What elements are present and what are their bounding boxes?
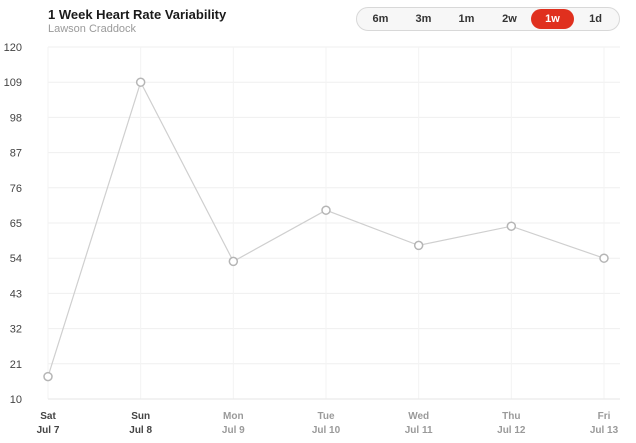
- x-tick-day: Mon: [223, 411, 244, 422]
- range-option-6m[interactable]: 6m: [372, 13, 389, 25]
- time-range-selector: 6m 3m 1m 2w 1w 1d: [356, 7, 620, 31]
- range-option-1m[interactable]: 1m: [458, 13, 475, 25]
- x-tick-date: Jul 8: [129, 425, 152, 436]
- range-option-3m[interactable]: 3m: [415, 13, 432, 25]
- data-point: [43, 371, 53, 382]
- data-point: [506, 221, 517, 231]
- chart-header: 1 Week Heart Rate Variability Lawson Cra…: [48, 7, 226, 36]
- data-point: [413, 240, 424, 251]
- x-tick-date: Jul 12: [497, 425, 526, 436]
- range-option-2w[interactable]: 2w: [502, 13, 517, 25]
- y-tick-label: 43: [10, 288, 22, 300]
- data-point: [135, 77, 146, 87]
- x-tick-day: Sat: [40, 411, 56, 422]
- x-tick-day: Wed: [408, 411, 429, 422]
- data-point: [321, 205, 331, 215]
- y-tick-label: 87: [10, 148, 22, 160]
- x-tick-day: Tue: [317, 411, 334, 422]
- y-tick-label: 109: [4, 77, 22, 89]
- y-tick-label: 120: [4, 42, 22, 54]
- y-tick-label: 21: [10, 359, 22, 371]
- range-option-1d[interactable]: 1d: [589, 13, 602, 25]
- y-tick-label: 54: [10, 253, 22, 265]
- y-tick-label: 10: [10, 394, 22, 406]
- data-point: [228, 256, 239, 267]
- x-tick-day: Sun: [131, 411, 150, 422]
- x-tick-date: Jul 7: [37, 425, 60, 436]
- y-tick-label: 76: [10, 183, 22, 195]
- y-tick-label: 65: [10, 218, 22, 230]
- athlete-name: Lawson Craddock: [48, 23, 137, 35]
- x-tick-day: Fri: [598, 411, 611, 422]
- y-tick-label: 98: [10, 112, 22, 124]
- x-tick-date: Jul 11: [405, 425, 433, 436]
- data-point: [599, 253, 609, 263]
- x-tick-date: Jul 13: [590, 425, 619, 436]
- chart-title: 1 Week Heart Rate Variability: [48, 7, 227, 22]
- x-tick-day: Thu: [502, 411, 520, 422]
- x-tick-date: Jul 10: [312, 425, 341, 436]
- y-tick-label: 32: [10, 324, 22, 336]
- x-tick-date: Jul 9: [222, 425, 245, 436]
- range-option-1w[interactable]: 1w: [531, 9, 574, 29]
